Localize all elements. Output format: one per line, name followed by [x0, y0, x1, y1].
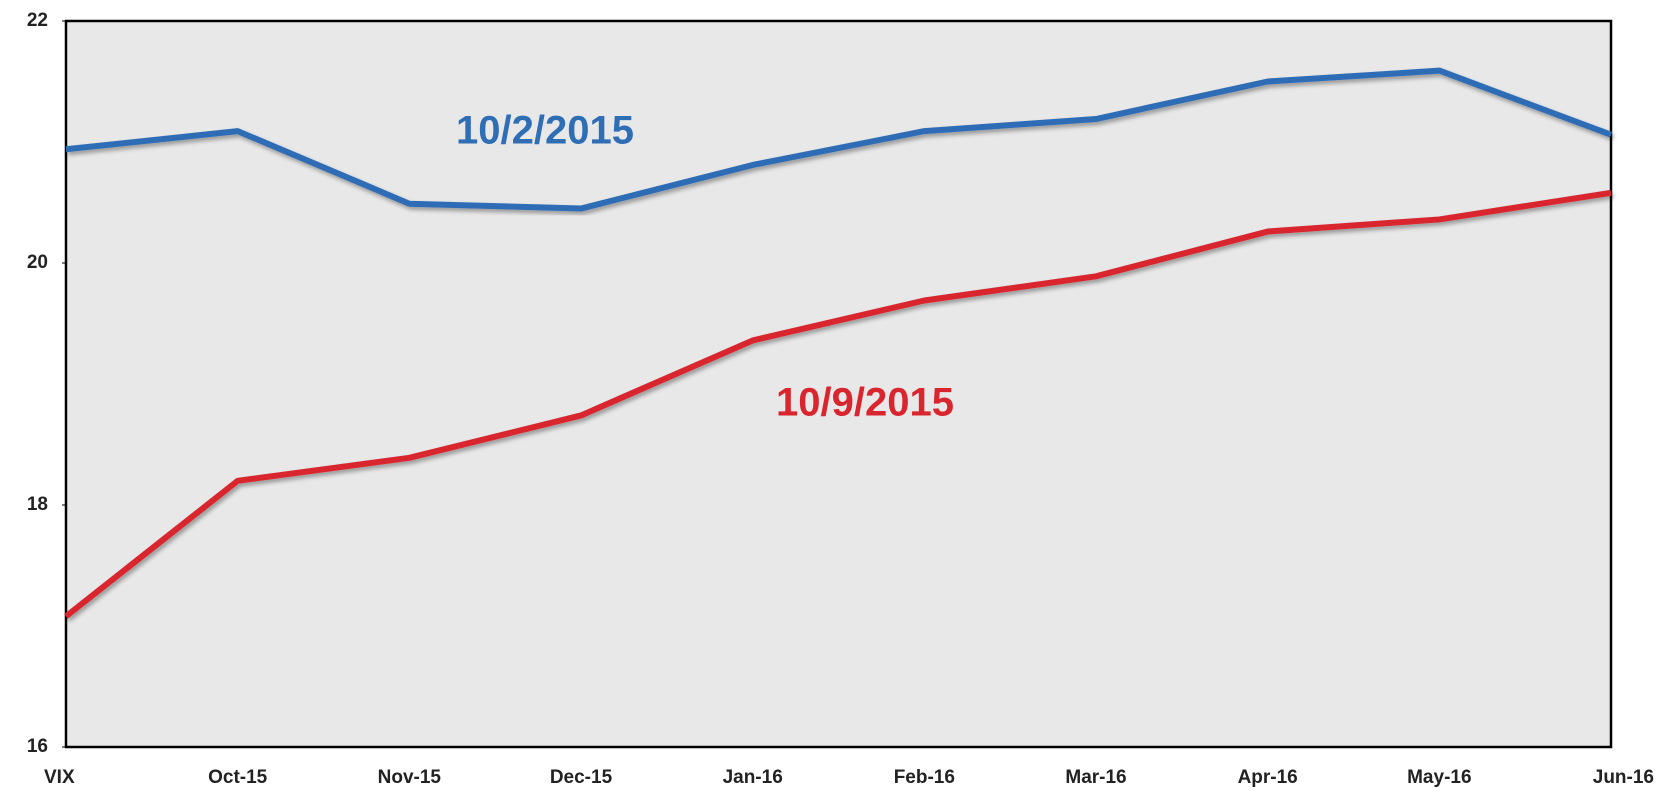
x-tick-label: Apr-16 [1238, 767, 1298, 788]
y-tick-label: 22 [27, 10, 48, 31]
x-tick-label: May-16 [1407, 767, 1471, 788]
x-tick-label: Jun-16 [1593, 767, 1654, 788]
x-tick-label: Mar-16 [1065, 767, 1126, 788]
x-tick-label: Dec-15 [550, 767, 613, 788]
y-tick-label: 18 [27, 494, 48, 515]
x-tick-label: Oct-15 [208, 767, 268, 788]
y-tick-label: 20 [27, 252, 48, 273]
plot-area [64, 19, 1613, 749]
series-line [64, 189, 1612, 619]
series-line [65, 67, 1613, 212]
y-tick-label: 16 [27, 736, 48, 757]
series-label: 10/9/2015 [776, 381, 954, 425]
x-tick-label: VIX [44, 767, 75, 788]
x-tick-label: Feb-16 [894, 767, 955, 788]
x-tick-label: Jan-16 [723, 767, 783, 788]
series-label: 10/2/2015 [456, 109, 634, 153]
x-tick-label: Nov-15 [378, 767, 442, 788]
